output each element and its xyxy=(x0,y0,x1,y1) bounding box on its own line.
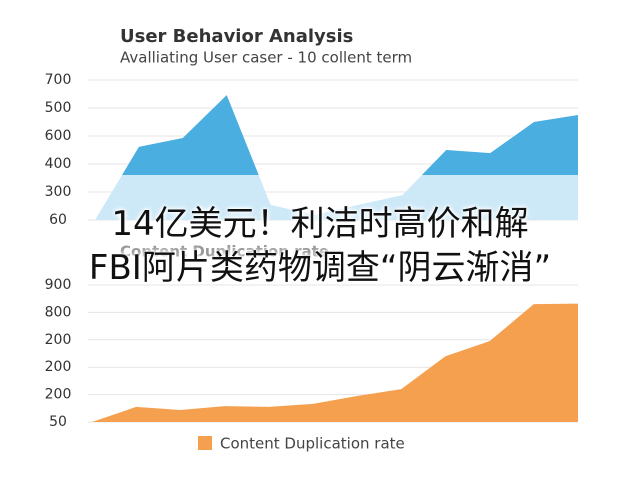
overlay-line: FBI阿片类药物调查“阴云渐消” xyxy=(88,248,552,288)
area xyxy=(92,303,578,422)
y-tick-label: 400 xyxy=(45,156,72,172)
y-tick-label: 800 xyxy=(45,304,72,320)
y-tick-label: 200 xyxy=(45,359,72,375)
chart-title: Content Duplication rate xyxy=(120,243,329,261)
y-tick-label: 200 xyxy=(45,332,72,348)
overlay-line: 14亿美元！利洁时高价和解 xyxy=(111,204,529,244)
y-tick-label: 50 xyxy=(49,414,67,430)
y-tick-label: 500 xyxy=(45,100,72,116)
legend-swatch xyxy=(198,436,212,450)
y-tick-label: 300 xyxy=(45,184,72,200)
chart-subtitle: Avalliating User caser - 10 collent term xyxy=(120,49,412,67)
y-tick-label: 600 xyxy=(45,128,72,144)
y-tick-label: 60 xyxy=(49,212,67,228)
y-tick-label: 900 xyxy=(45,277,72,293)
chart-title: User Behavior Analysis xyxy=(120,26,353,47)
area-upper xyxy=(122,95,578,175)
legend-label: Content Duplication rate xyxy=(220,435,405,453)
y-tick-label: 200 xyxy=(45,387,72,403)
y-tick-label: 700 xyxy=(45,72,72,88)
